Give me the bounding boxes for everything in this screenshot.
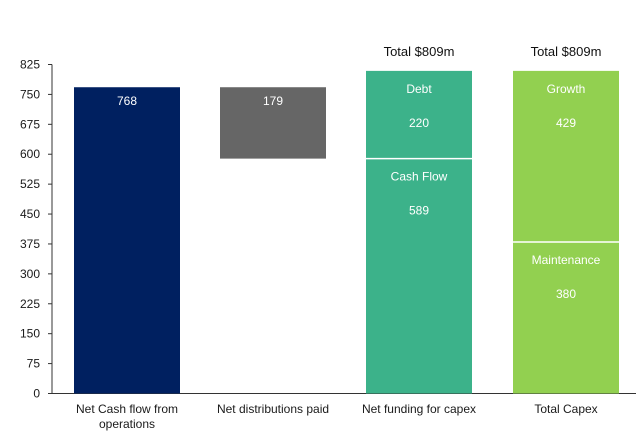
segment-name-label: Growth bbox=[547, 82, 586, 96]
bar-segment bbox=[366, 70, 472, 159]
y-tick-label: 75 bbox=[27, 357, 41, 371]
y-tick-label: 675 bbox=[20, 117, 40, 131]
bar-total-label: Total $809m bbox=[531, 44, 602, 59]
bar-segment bbox=[513, 70, 619, 242]
x-category-label: operations bbox=[99, 417, 155, 431]
x-category-label: Net Cash flow from bbox=[76, 402, 178, 416]
y-tick-label: 150 bbox=[20, 327, 40, 341]
y-tick-label: 750 bbox=[20, 87, 40, 101]
segment-name-label: Maintenance bbox=[532, 253, 601, 267]
segment-value-label: 179 bbox=[263, 94, 283, 108]
x-category-label: Total Capex bbox=[534, 402, 597, 416]
segment-value-label: 429 bbox=[556, 116, 576, 130]
y-tick-label: 225 bbox=[20, 297, 40, 311]
segment-value-label: 589 bbox=[409, 204, 429, 218]
y-tick-label: 825 bbox=[20, 58, 40, 72]
segment-name-label: Cash Flow bbox=[391, 170, 448, 184]
segment-name-label: Debt bbox=[406, 82, 432, 96]
y-tick-label: 375 bbox=[20, 237, 40, 251]
bar-total-label: Total $809m bbox=[384, 44, 455, 59]
y-tick-label: 0 bbox=[33, 387, 40, 401]
bar-segment bbox=[220, 87, 326, 159]
segment-value-label: 768 bbox=[117, 94, 137, 108]
y-tick-label: 600 bbox=[20, 147, 40, 161]
y-tick-label: 525 bbox=[20, 177, 40, 191]
bar-segment bbox=[513, 241, 619, 394]
segment-value-label: 220 bbox=[409, 116, 429, 130]
x-category-label: Net funding for capex bbox=[362, 402, 476, 416]
y-tick-label: 300 bbox=[20, 267, 40, 281]
segment-value-label: 380 bbox=[556, 287, 576, 301]
bar-segment bbox=[366, 158, 472, 394]
bar-segment bbox=[74, 87, 180, 394]
y-tick-label: 450 bbox=[20, 207, 40, 221]
x-category-label: Net distributions paid bbox=[217, 402, 329, 416]
